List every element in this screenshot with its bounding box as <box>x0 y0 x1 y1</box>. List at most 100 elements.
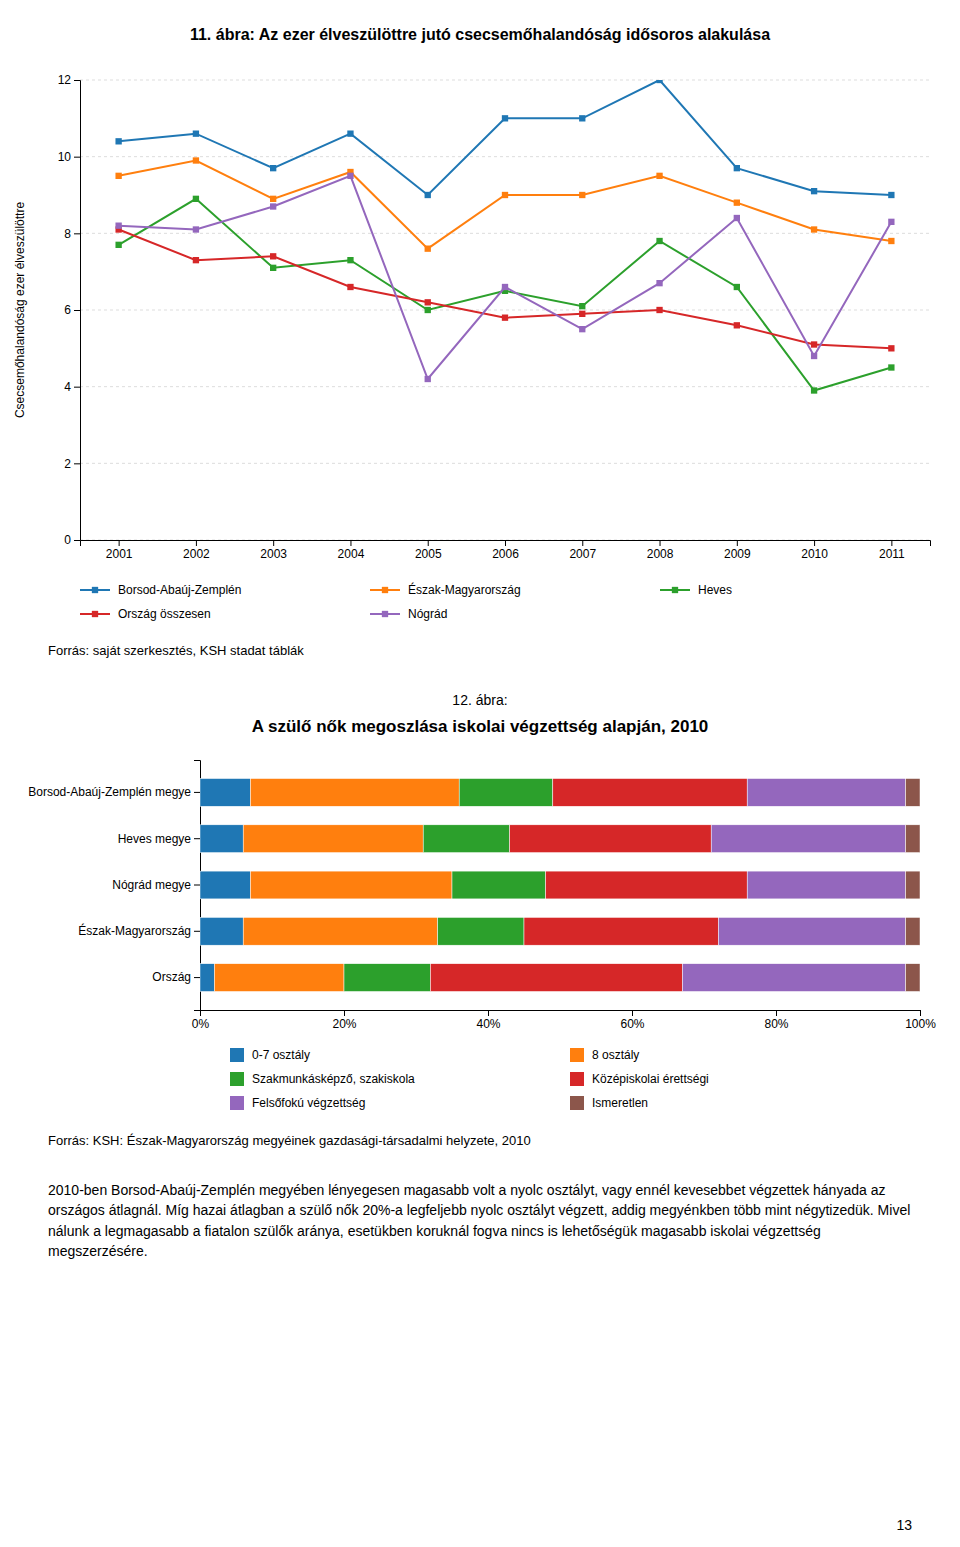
series <box>906 779 920 992</box>
tick-label: 60% <box>620 1017 644 1031</box>
point <box>656 238 662 244</box>
point <box>734 165 740 171</box>
legend-item: Borsod-Abaúj-Zemplén <box>80 583 241 597</box>
tick: 2010 <box>801 540 828 561</box>
tick-label: 12 <box>58 73 72 87</box>
point <box>888 238 894 244</box>
bar <box>718 917 905 945</box>
tick: 40% <box>476 1010 500 1031</box>
point <box>115 173 121 179</box>
series <box>200 779 250 992</box>
tick-mark <box>74 540 80 541</box>
legend-item: Ismeretlen <box>570 1096 648 1110</box>
plot-area <box>115 80 894 394</box>
tick: 4 <box>64 380 80 394</box>
point <box>270 265 276 271</box>
x-axis: 0% 20% 40% 60% 80% 100% <box>192 1010 936 1031</box>
tick: 2002 <box>183 540 210 561</box>
bar <box>200 917 243 945</box>
legend-symbol <box>92 611 98 617</box>
tick-label: 2011 <box>879 547 905 561</box>
tick-label: 8 <box>64 227 71 241</box>
tick-mark <box>488 1010 489 1016</box>
tick-label: 80% <box>764 1017 788 1031</box>
tick-mark <box>344 1010 345 1016</box>
tick-mark <box>273 540 274 546</box>
grid-line <box>80 233 930 234</box>
bar <box>906 917 920 945</box>
tick-label: Ország <box>152 970 191 984</box>
tick-mark <box>74 80 80 81</box>
tick: 2003 <box>260 540 287 561</box>
grid-line <box>80 80 930 81</box>
bar <box>243 917 437 945</box>
point <box>425 192 431 198</box>
tick: 12 <box>58 73 80 87</box>
y-axis: Borsod-Abaúj-Zemplén megyeHeves megyeNóg… <box>28 761 200 1011</box>
tick: 100% <box>905 1010 936 1031</box>
legend: Borsod-Abaúj-ZemplénÉszak-MagyarországHe… <box>80 582 732 621</box>
point <box>193 196 199 202</box>
plot-area <box>200 779 920 992</box>
bar <box>747 871 905 899</box>
tick-label: 40% <box>476 1017 500 1031</box>
tick-label: 2008 <box>647 547 674 561</box>
tick: 2008 <box>647 540 674 561</box>
legend-item: Észak-Magyarország <box>370 582 521 597</box>
tick-mark <box>582 540 583 546</box>
x-axis: 2001200220032004200520062007200820092010… <box>81 540 931 561</box>
point <box>193 226 199 232</box>
tick: 0% <box>192 1010 210 1031</box>
point <box>502 284 508 290</box>
tick-label: 2002 <box>183 547 210 561</box>
legend-item: 0-7 osztály <box>230 1048 310 1062</box>
tick-mark <box>194 838 200 839</box>
axis-line <box>194 761 201 1011</box>
tick-label: 100% <box>905 1017 936 1031</box>
axis-line <box>201 1011 921 1017</box>
bar <box>438 917 524 945</box>
legend-item: Nógrád <box>370 607 447 621</box>
bar <box>524 917 718 945</box>
legend-item: Középiskolai érettségi <box>570 1072 709 1086</box>
tick: 2007 <box>569 540 596 561</box>
bar <box>682 964 905 992</box>
tick-mark <box>74 233 80 234</box>
legend-item: Felsőfokú végzettség <box>230 1096 365 1110</box>
body-line: országos átlagnál. Míg hazai átlagban a … <box>48 1202 910 1218</box>
legend-label: Ország összesen <box>118 607 211 621</box>
tick: 10 <box>58 150 80 164</box>
tick-label: Heves megye <box>118 832 192 846</box>
chart-bar: 12. ábra:A szülő nők megoszlása iskolai … <box>28 692 936 1148</box>
tick-label: 2004 <box>338 547 365 561</box>
point <box>579 303 585 309</box>
tick-label: 20% <box>332 1017 356 1031</box>
bar <box>200 779 250 807</box>
tick-mark <box>194 931 200 932</box>
tick-mark <box>74 157 80 158</box>
point <box>502 315 508 321</box>
body-line: megszerzésére. <box>48 1243 148 1259</box>
point <box>425 307 431 313</box>
tick-mark <box>194 977 200 978</box>
tick-mark <box>119 540 120 546</box>
series <box>430 779 747 992</box>
bar <box>906 825 920 853</box>
tick-mark <box>632 1010 633 1016</box>
body-line: 2010-ben Borsod-Abaúj-Zemplén megyében l… <box>48 1182 885 1198</box>
tick-mark <box>737 540 738 546</box>
tick-mark <box>196 540 197 546</box>
tick: 0 <box>64 533 80 547</box>
legend-swatch <box>230 1096 244 1110</box>
point <box>811 226 817 232</box>
tick-label: 6 <box>64 303 71 317</box>
tick-label: 2 <box>64 457 71 471</box>
tick: Heves megye <box>118 832 200 846</box>
point <box>811 341 817 347</box>
point <box>656 280 662 286</box>
tick-mark <box>194 885 200 886</box>
tick-label: 2010 <box>801 547 828 561</box>
source-note: Forrás: saját szerkesztés, KSH stadat tá… <box>48 643 304 658</box>
tick-label: 0% <box>192 1017 210 1031</box>
bar <box>452 871 546 899</box>
